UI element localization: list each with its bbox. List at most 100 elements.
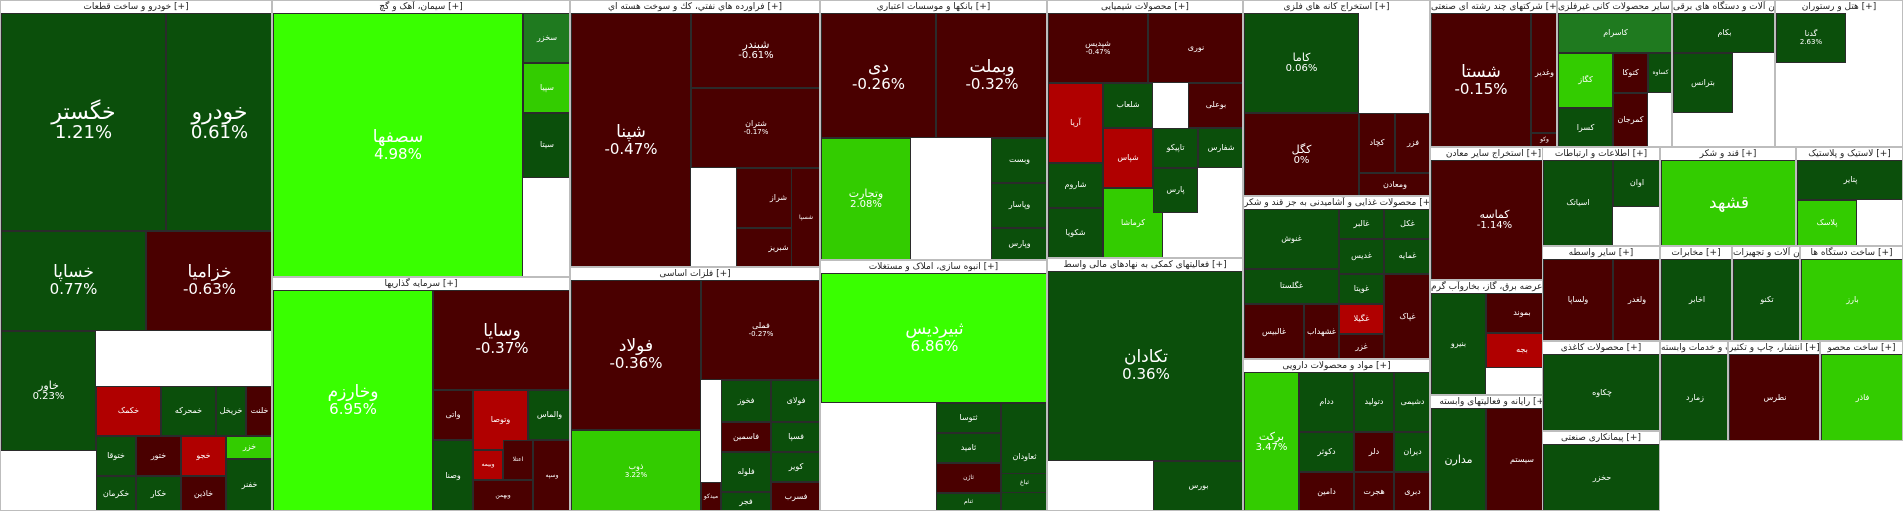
stock-tile[interactable]: غنوش	[1244, 209, 1339, 269]
stock-tile[interactable]: کسرا	[1558, 108, 1613, 146]
stock-tile[interactable]: زمارد	[1661, 354, 1727, 440]
stock-tile[interactable]: غکل	[1384, 209, 1429, 239]
stock-tile[interactable]: ثبیردیس 6.86%	[821, 273, 1046, 403]
stock-tile[interactable]: وپاسار	[991, 183, 1046, 228]
stock-tile[interactable]: شپدیس -0.47%	[1048, 13, 1148, 83]
stock-tile[interactable]: کماسه -1.14%	[1431, 160, 1556, 279]
stock-tile[interactable]: فملی -0.27%	[701, 280, 819, 380]
stock-tile[interactable]: تاپیکو	[1153, 128, 1198, 168]
stock-tile[interactable]: شپنا -0.47%	[571, 13, 691, 266]
stock-tile[interactable]: فاسمین	[721, 422, 771, 452]
stock-tile[interactable]: دبری	[1394, 472, 1429, 510]
stock-tile[interactable]: شبندر -0.61%	[691, 13, 819, 88]
stock-tile[interactable]: غگلستا	[1244, 269, 1339, 304]
stock-tile[interactable]: فزر	[1395, 113, 1429, 173]
stock-tile[interactable]: نطرس	[1729, 354, 1819, 440]
stock-tile[interactable]: بترانس	[1673, 53, 1733, 113]
sector-title[interactable]: شرکتهای چند رشته ای صنعتی [+]	[1431, 1, 1556, 13]
stock-tile[interactable]: خکار	[136, 476, 181, 510]
stock-tile[interactable]: فخوز	[721, 380, 771, 422]
stock-tile[interactable]: تکنو	[1733, 259, 1799, 340]
sector-title[interactable]: اطلاعات و ارتباطات [+]	[1543, 148, 1659, 160]
stock-tile[interactable]: دامین	[1299, 472, 1354, 510]
sector-title[interactable]: لاستیک و پلاستیک [+]	[1797, 148, 1902, 160]
stock-tile[interactable]: ثباغ	[1001, 473, 1046, 493]
stock-tile[interactable]: پارس	[1153, 168, 1198, 213]
stock-tile[interactable]: بنیرو	[1431, 293, 1486, 394]
stock-tile[interactable]: دیران	[1394, 432, 1429, 472]
stock-tile[interactable]: شفارس	[1198, 128, 1242, 168]
stock-tile[interactable]: قشهد	[1661, 160, 1795, 245]
stock-tile[interactable]: ولغدر	[1613, 259, 1659, 340]
sector-title[interactable]: ساخت دستگاه ها [+]	[1801, 247, 1902, 259]
stock-tile[interactable]: فسرب	[771, 482, 819, 510]
sector-title[interactable]: عرضه برق، گاز، بخاروآب گرم [+]	[1431, 281, 1556, 293]
stock-tile[interactable]: سپیا	[523, 63, 569, 113]
stock-tile[interactable]: شپاس	[1103, 128, 1153, 188]
stock-tile[interactable]: غویتا	[1339, 274, 1384, 304]
sector-title[interactable]: سایر واسطه [+]	[1543, 247, 1659, 259]
stock-tile[interactable]: خمحرکه	[161, 386, 216, 436]
stock-tile[interactable]: بورس	[1153, 461, 1242, 510]
stock-tile[interactable]: غدیس	[1339, 239, 1384, 274]
sector-title[interactable]: محصولات شیمیایی [+]	[1048, 1, 1242, 13]
stock-tile[interactable]: کاسرام	[1558, 13, 1671, 53]
stock-tile[interactable]: خکمک	[96, 386, 161, 436]
stock-tile[interactable]: ثعاودان	[1001, 403, 1046, 510]
stock-tile[interactable]: وبملت -0.32%	[936, 13, 1046, 138]
stock-tile[interactable]: فولاد -0.36%	[571, 280, 701, 430]
stock-tile[interactable]: شلعاب	[1103, 83, 1153, 128]
stock-tile[interactable]: سخزر	[523, 13, 569, 63]
stock-tile[interactable]: دشیمی	[1394, 372, 1429, 432]
stock-tile[interactable]: خزامیا -0.63%	[146, 231, 271, 331]
stock-tile[interactable]: ثامید	[936, 433, 1001, 463]
stock-tile[interactable]: اسیاتک	[1543, 160, 1613, 245]
sector-title[interactable]: سایر محصولات کانی غیرفلزی [+]	[1558, 1, 1671, 13]
stock-tile[interactable]: وصنا	[433, 440, 473, 510]
stock-tile[interactable]: آریا	[1048, 83, 1103, 163]
stock-tile[interactable]: دلر	[1354, 432, 1394, 472]
stock-tile[interactable]: وبست	[991, 138, 1046, 183]
stock-tile[interactable]: تکادان 0.36%	[1048, 271, 1242, 461]
stock-tile[interactable]: شکویا	[1048, 208, 1103, 257]
stock-tile[interactable]: برکت 3.47%	[1244, 372, 1299, 510]
sector-title[interactable]: زراعت و خدمات وابسته [+]	[1661, 342, 1727, 354]
stock-tile[interactable]: فجر	[721, 492, 771, 510]
stock-tile[interactable]: دکوثر	[1299, 432, 1354, 472]
stock-tile[interactable]: گدنا 2.63%	[1776, 13, 1846, 63]
stock-tile[interactable]: اخابر	[1661, 259, 1731, 340]
stock-tile[interactable]: والماس	[528, 390, 569, 440]
stock-tile[interactable]: خزر	[226, 436, 271, 459]
stock-tile[interactable]: وتجارت 2.08%	[821, 138, 911, 259]
stock-tile[interactable]: وبیمه	[473, 450, 503, 480]
stock-tile[interactable]: بکام	[1673, 13, 1774, 53]
stock-tile[interactable]: ثتوسا	[936, 403, 1001, 433]
stock-tile[interactable]: خساپا 0.77%	[1, 231, 146, 331]
sector-title[interactable]: ماشین آلات و تجهیزات [+]	[1733, 247, 1799, 259]
stock-tile[interactable]: خودرو 0.61%	[166, 13, 271, 231]
stock-tile[interactable]: وکو	[1531, 133, 1556, 146]
sector-title[interactable]: قند و شکر [+]	[1661, 148, 1795, 160]
sector-title[interactable]: انتشار، چاپ و تکثیر [+]	[1729, 342, 1819, 354]
stock-tile[interactable]: ومعادن	[1359, 173, 1429, 195]
stock-tile[interactable]: وبهمن	[473, 480, 533, 510]
sector-title[interactable]: ساخت محصو [+]	[1821, 342, 1902, 354]
stock-tile[interactable]: کساوه	[1648, 53, 1671, 93]
stock-tile[interactable]: فسپا	[771, 422, 819, 452]
sector-title[interactable]: فعالیتهای کمکی به نهادهای مالی واسط [+]	[1048, 259, 1242, 271]
stock-tile[interactable]: ختور	[136, 436, 181, 476]
sector-title[interactable]: فراورده هاي نفتي، كك و سوخت هسته اي [+]	[571, 1, 819, 13]
stock-tile[interactable]: سصفها 4.98%	[273, 13, 523, 276]
stock-tile[interactable]: کتوکا	[1613, 53, 1648, 93]
stock-tile[interactable]: خاور 0.23%	[1, 331, 96, 451]
sector-title[interactable]: سرمایه گذاریها [+]	[273, 278, 569, 290]
stock-tile[interactable]: خجو	[181, 436, 226, 476]
stock-tile[interactable]: نوری	[1148, 13, 1242, 83]
stock-tile[interactable]: مدارن	[1431, 408, 1486, 510]
sector-title[interactable]: خودرو و ساخت قطعات [+]	[1, 1, 271, 13]
stock-tile[interactable]: وسایا -0.37%	[433, 290, 569, 390]
stock-tile[interactable]: خگستر 1.21%	[1, 13, 166, 231]
stock-tile[interactable]: دتولید	[1354, 372, 1394, 432]
stock-tile[interactable]: کویر	[771, 452, 819, 482]
stock-tile[interactable]: بوعلی	[1188, 83, 1242, 128]
